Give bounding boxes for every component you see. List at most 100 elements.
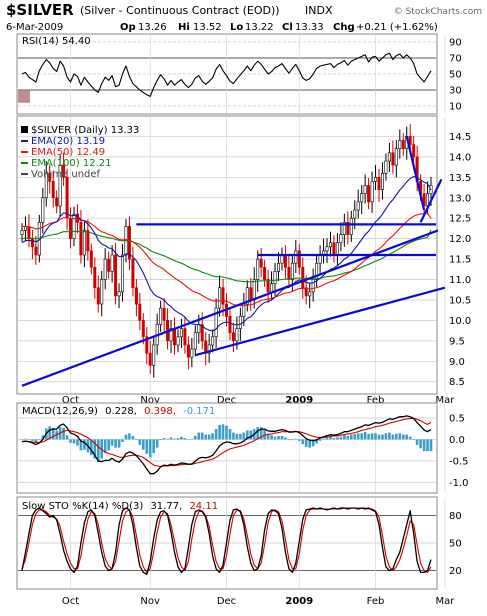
rsi-oversold-shade <box>18 90 30 103</box>
macd-hist-bar <box>242 432 246 440</box>
price-candle <box>412 144 416 158</box>
macd-legend: MACD(12,26,9) 0.228, 0.398, -0.171 <box>22 406 215 417</box>
price-candle <box>86 230 90 252</box>
legend-entry-3: EMA(100) 12.21 <box>31 158 111 169</box>
trendline-0 <box>21 229 439 387</box>
price-candle <box>214 307 218 338</box>
macd-hist-bar <box>391 434 395 440</box>
watermark: © StockCharts.com <box>394 7 482 17</box>
macd-hist-bar <box>169 437 173 440</box>
price-candle <box>235 328 239 342</box>
macd-tick-3: -1.0 <box>449 478 469 489</box>
legend-swatch-2 <box>21 151 28 153</box>
macd-hist-bar <box>367 433 370 440</box>
sto-legend-d: 24.11 <box>189 501 218 512</box>
price-candle <box>245 287 249 305</box>
trendline-2 <box>405 136 426 211</box>
macd-hist-bar <box>145 439 149 454</box>
macd-hist-bar <box>395 433 398 440</box>
macd-hist-bar <box>200 432 204 440</box>
x-label-top-1: Nov <box>140 395 160 406</box>
x-label-top-0: Oct <box>62 395 79 406</box>
price-candle <box>27 226 31 239</box>
macd-gridlines <box>18 404 446 492</box>
macd-hist-bar <box>65 435 69 440</box>
price-candle <box>380 172 384 190</box>
macd-hist-bar <box>408 436 412 440</box>
price-candle <box>273 271 277 284</box>
price-candle <box>44 172 48 198</box>
macd-hist-bar <box>135 439 138 441</box>
price-candle <box>263 266 267 280</box>
sto-tick-0: 80 <box>449 511 462 522</box>
macd-panel: 0.5 0.0 -0.5 -1.0 MACD(12,26,9) 0.228, 0.39… <box>16 402 469 494</box>
price-tick-7: 11.0 <box>449 275 471 286</box>
sto-gridlines <box>18 498 446 588</box>
price-candle <box>231 332 235 342</box>
x-axis-labels-bottom: Oct Nov Dec 2009 Feb Mar <box>62 596 455 607</box>
macd-hist-bar <box>114 439 117 448</box>
price-candle <box>252 279 256 301</box>
quote-line: Op 13.26 Hi 13.52 Lo 13.22 Cl 13.33 Chg … <box>120 22 438 33</box>
macd-hist-bar <box>384 433 388 440</box>
exchange-label: INDX <box>305 4 333 17</box>
macd-hist-bar <box>207 434 211 440</box>
macd-hist-bar <box>221 424 225 440</box>
price-candle <box>62 164 66 178</box>
macd-hist-bar <box>187 439 190 440</box>
macd-hist-bar <box>308 439 311 448</box>
macd-hist-bar <box>415 439 419 445</box>
macd-hist-bar <box>402 434 405 440</box>
macd-hist-bar <box>62 427 65 440</box>
price-candle <box>367 185 371 203</box>
sto-panel: 80 50 20 Slow STO %K(14) %D(3) 31.77, 24.1… <box>16 496 462 590</box>
price-candle <box>346 222 350 235</box>
rsi-tick-4: 10 <box>449 102 462 113</box>
price-candle <box>276 262 280 272</box>
price-candle <box>360 193 364 203</box>
price-candle <box>30 238 34 248</box>
macd-hist-bar <box>93 439 97 459</box>
price-candle <box>335 242 339 256</box>
macd-hist-bar <box>31 439 34 441</box>
macd-hist-bar <box>155 439 159 448</box>
macd-hist-bar <box>48 426 51 440</box>
price-tick-9: 10.0 <box>449 316 471 327</box>
macd-hist-bar <box>277 436 280 440</box>
price-candle <box>141 320 145 338</box>
price-candle <box>398 140 402 149</box>
macd-hist-bar <box>429 439 433 452</box>
quote-chg-value: +0.21 (+1.62%) <box>356 22 438 33</box>
macd-hist-bar <box>24 438 27 440</box>
ema20-line <box>21 175 432 332</box>
macd-hist-bar <box>419 439 422 449</box>
price-candle <box>190 348 194 358</box>
price-tick-6: 11.5 <box>449 255 471 266</box>
price-candle <box>283 254 287 268</box>
price-candle <box>287 266 291 280</box>
price-candle <box>55 197 59 207</box>
quote-date: 6-Mar-2009 <box>6 22 63 33</box>
macd-hist-bar <box>90 439 93 456</box>
price-candle <box>58 164 62 207</box>
price-candle <box>131 258 135 289</box>
macd-hist-bar <box>197 432 201 440</box>
price-candle <box>339 234 343 244</box>
rsi-line <box>21 52 432 97</box>
price-candle <box>148 352 152 366</box>
macd-hist-bar <box>180 436 183 440</box>
price-candle <box>117 291 121 297</box>
price-candle <box>353 209 357 219</box>
x-label-top-3: 2009 <box>285 395 313 406</box>
price-candle <box>304 287 308 297</box>
price-candle <box>176 336 180 346</box>
macd-hist-bar <box>51 427 55 440</box>
price-candle <box>315 262 319 280</box>
price-candle <box>152 344 156 366</box>
macd-hist-bar <box>148 439 152 458</box>
macd-hist-bar <box>343 434 346 440</box>
x-axis-labels-price: Oct Nov Dec 2009 Feb Mar <box>62 395 455 406</box>
price-candle <box>76 213 80 223</box>
